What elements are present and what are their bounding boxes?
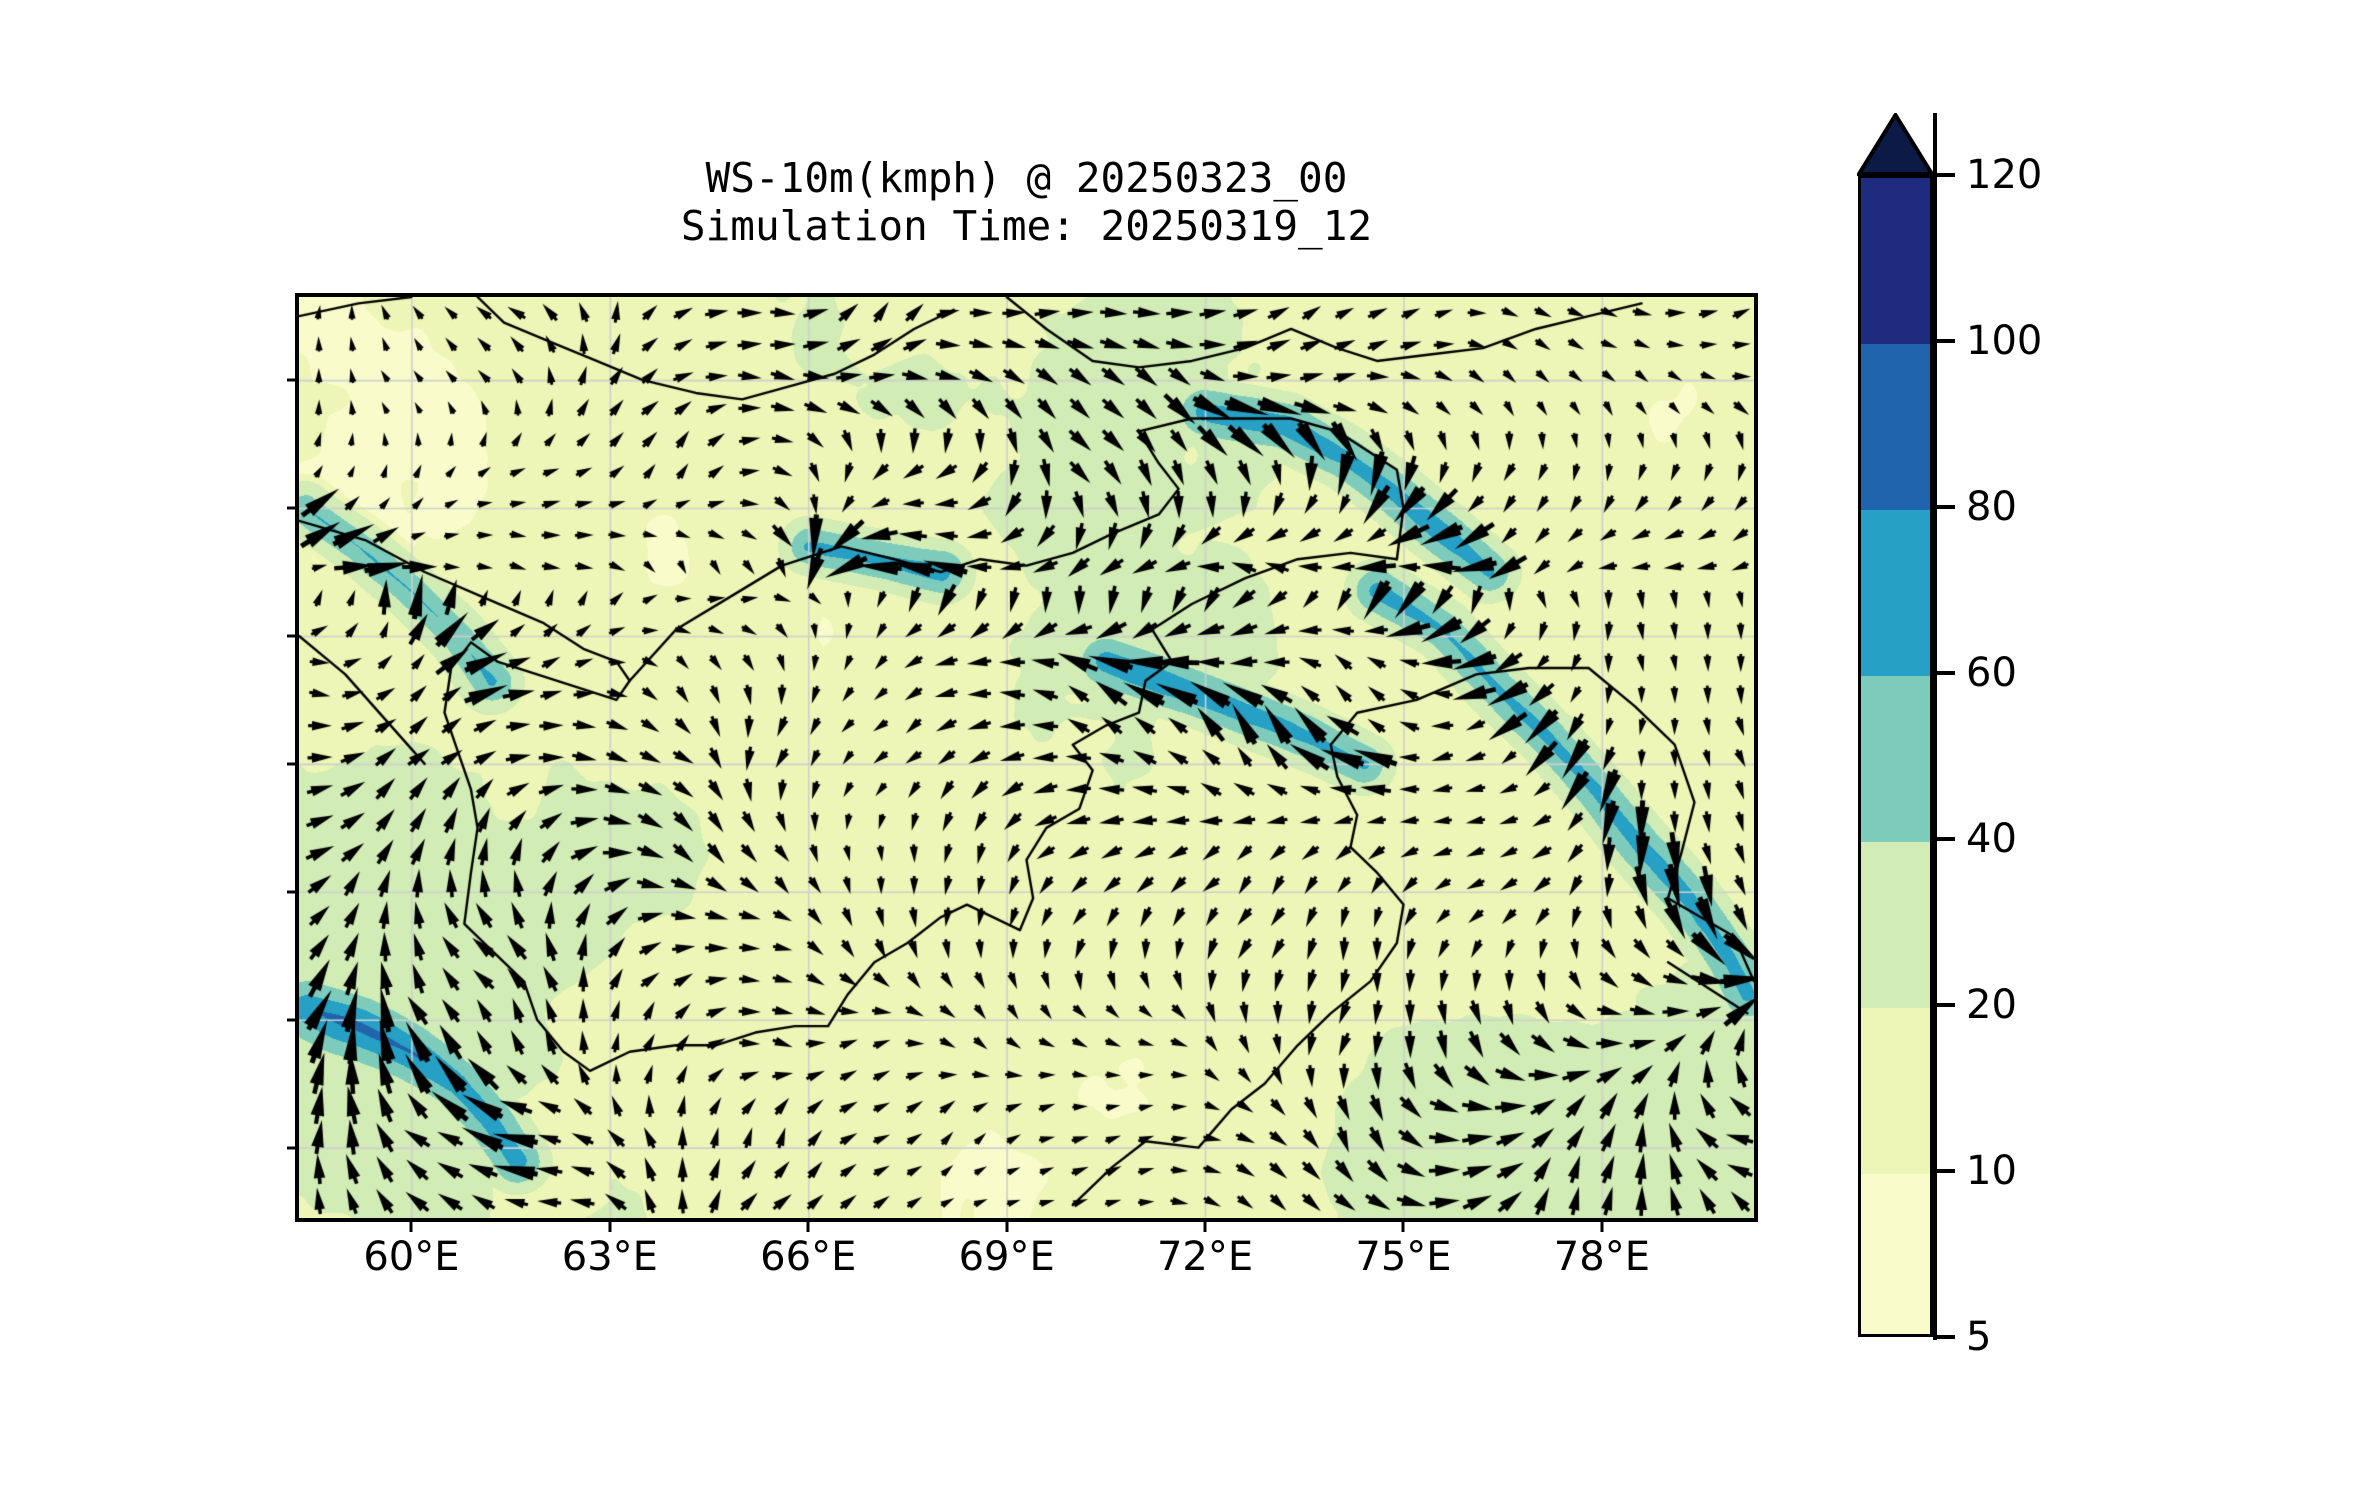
- colorbar-tick-mark: [1937, 1335, 1955, 1339]
- colorbar-band: [1861, 344, 1930, 510]
- colorbar-tick-label: 10: [1966, 1148, 2017, 1194]
- colorbar-band: [1861, 510, 1930, 676]
- colorbar-tick-label: 40: [1966, 816, 2017, 862]
- longitude-tick-label: 78°E: [1553, 1234, 1650, 1280]
- map-plot-area: [295, 293, 1758, 1222]
- colorbar-tick-label: 5: [1966, 1314, 1992, 1360]
- longitude-tick-mark: [1600, 1222, 1604, 1232]
- longitude-tick-label: 72°E: [1156, 1234, 1254, 1280]
- latitude-tick-mark: [287, 506, 297, 510]
- longitude-tick-label: 75°E: [1355, 1234, 1452, 1280]
- colorbar-tick-label: 20: [1966, 982, 2017, 1028]
- colorbar-tick-mark: [1937, 837, 1955, 841]
- colorbar-extend-arrow-icon: [1857, 113, 1934, 176]
- colorbar-band: [1861, 1174, 1930, 1334]
- colorbar-tick-mark: [1937, 1003, 1955, 1007]
- longitude-tick-mark: [1203, 1222, 1207, 1232]
- latitude-tick-mark: [287, 634, 297, 638]
- latitude-tick-mark: [287, 378, 297, 382]
- colorbar: 5 10 20 40 60 80 100 120: [1857, 113, 2042, 1360]
- colorbar-band: [1861, 178, 1930, 344]
- colorbar-band: [1861, 1008, 1930, 1174]
- longitude-tick-label: 60°E: [363, 1234, 460, 1280]
- colorbar-tick-mark: [1937, 505, 1955, 509]
- colorbar-tick-mark: [1937, 1169, 1955, 1173]
- longitude-tick-mark: [409, 1222, 413, 1232]
- figure-title: WS-10m(kmph) @ 20250323_00 Simulation Ti…: [295, 154, 1758, 250]
- title-line-variable: WS-10m(kmph) @ 20250323_00: [705, 154, 1348, 202]
- colorbar-band: [1861, 842, 1930, 1008]
- colorbar-band: [1861, 676, 1930, 842]
- latitude-tick-mark: [287, 890, 297, 894]
- wind-speed-contour-field: [299, 297, 1754, 1218]
- colorbar-axis-spine: [1933, 113, 1937, 1340]
- longitude-tick-label: 69°E: [958, 1234, 1055, 1280]
- colorbar-tick-mark: [1937, 671, 1955, 675]
- colorbar-tick-label: 80: [1966, 484, 2017, 530]
- latitude-tick-mark: [287, 1018, 297, 1022]
- colorbar-tick-mark: [1937, 339, 1955, 343]
- colorbar-tick-label: 60: [1966, 650, 2017, 696]
- colorbar-tick-label: 120: [1966, 152, 2043, 198]
- longitude-tick-mark: [608, 1222, 612, 1232]
- longitude-tick-label: 63°E: [561, 1234, 658, 1280]
- title-line-simulation-time: Simulation Time: 20250319_12: [680, 201, 1373, 250]
- latitude-tick-mark: [287, 1146, 297, 1150]
- latitude-tick-mark: [287, 762, 297, 766]
- colorbar-gradient-bands: [1858, 175, 1933, 1337]
- longitude-tick-label: 66°E: [760, 1234, 857, 1280]
- longitude-tick-mark: [1005, 1222, 1009, 1232]
- colorbar-tick-label: 100: [1966, 318, 2043, 364]
- longitude-tick-mark: [806, 1222, 810, 1232]
- colorbar-tick-mark: [1937, 173, 1955, 177]
- longitude-tick-mark: [1401, 1222, 1405, 1232]
